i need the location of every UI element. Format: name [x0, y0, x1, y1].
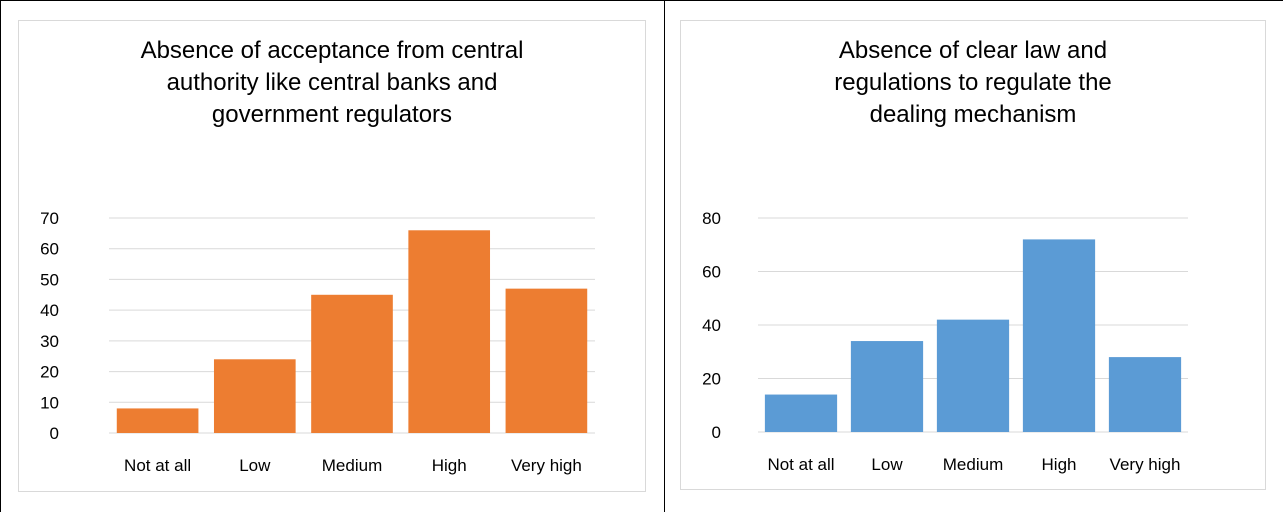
table-border-left	[0, 0, 1, 512]
bar-chart-right: 0 20 40 60 80 Not at all Low Medium High Very hig…	[681, 21, 1267, 491]
bar	[851, 341, 923, 432]
x-category-label: Low	[871, 455, 903, 474]
y-tick-label: 60	[40, 240, 59, 259]
bar-chart-left: 0 10 20 30 40 50 60 70 Not at all Low Medium High Ve…	[19, 21, 647, 493]
bar	[214, 359, 296, 433]
table-border-top	[0, 0, 1283, 1]
y-tick-label: 20	[702, 370, 721, 389]
x-category-label: Very high	[511, 456, 582, 475]
x-category-label: High	[432, 456, 467, 475]
y-tick-label: 80	[702, 209, 721, 228]
x-category-label: Not at all	[124, 456, 191, 475]
bar	[311, 295, 393, 433]
bar	[506, 289, 588, 433]
table-border-middle	[664, 0, 665, 512]
y-tick-label: 40	[702, 316, 721, 335]
y-tick-label: 20	[40, 363, 59, 382]
y-tick-label: 50	[40, 270, 59, 289]
y-tick-label: 0	[50, 424, 59, 443]
bar	[1109, 357, 1181, 432]
y-tick-label: 40	[40, 301, 59, 320]
x-category-label: Very high	[1110, 455, 1181, 474]
y-tick-label: 60	[702, 263, 721, 282]
bar	[408, 230, 490, 433]
chart-panel-left: Absence of acceptance from central autho…	[18, 20, 646, 492]
bar	[765, 395, 837, 432]
x-category-label: Medium	[943, 455, 1003, 474]
x-category-label: Not at all	[767, 455, 834, 474]
x-category-label: Medium	[322, 456, 382, 475]
bar	[937, 320, 1009, 432]
x-category-label: High	[1042, 455, 1077, 474]
bar	[1023, 239, 1095, 432]
y-tick-label: 0	[712, 423, 721, 442]
y-tick-label: 70	[40, 209, 59, 228]
chart-panel-right: Absence of clear law and regulations to …	[680, 20, 1266, 490]
y-tick-label: 10	[40, 393, 59, 412]
x-category-label: Low	[239, 456, 271, 475]
bar	[117, 408, 199, 433]
y-tick-label: 30	[40, 332, 59, 351]
